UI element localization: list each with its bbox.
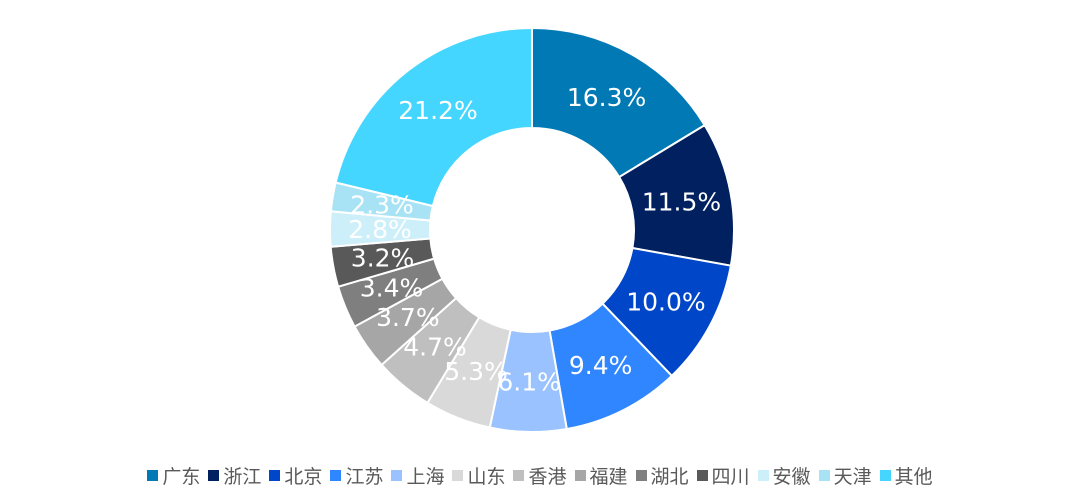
legend-item-7: 香港 <box>513 462 567 489</box>
legend-label-6: 山东 <box>467 466 506 488</box>
slice-label-6: 5.3% <box>444 357 508 386</box>
legend-swatch-11 <box>757 470 769 481</box>
legend-swatch-9 <box>635 470 647 481</box>
legend-label-1: 广东 <box>162 466 201 488</box>
legend-item-13: 其他 <box>879 462 933 489</box>
legend-label-12: 天津 <box>833 466 872 488</box>
legend-swatch-8 <box>574 470 586 481</box>
legend-item-6: 山东 <box>452 462 505 489</box>
slice-label-9: 3.4% <box>360 274 424 303</box>
legend-label-4: 江苏 <box>345 466 384 488</box>
slice-label-5: 6.1% <box>497 367 561 396</box>
legend-label-13: 其他 <box>894 466 933 488</box>
slice-label-13: 21.2% <box>398 96 477 125</box>
legend-label-3: 北京 <box>284 466 323 488</box>
slices <box>329 26 735 433</box>
slice-labels: 16.3% 11.5% 10.0% 9.4% 6.1%5.3%4.7%3.7%3.4%3… <box>348 83 721 396</box>
legend-swatch-10 <box>696 470 708 481</box>
legend-label-8: 福建 <box>589 466 628 488</box>
legend-item-10: 四川 <box>696 462 750 489</box>
legend-swatch-4 <box>330 470 342 481</box>
legend-swatch-2 <box>208 470 220 481</box>
legend: 广东 浙江 北京 江苏 上海 山东 香港 福建 湖北 四川 安徽 天津 其他 <box>0 462 1080 489</box>
legend-swatch-1 <box>147 470 159 481</box>
legend-label-11: 安徽 <box>772 466 811 488</box>
legend-swatch-13 <box>879 470 891 481</box>
legend-swatch-12 <box>818 470 830 481</box>
legend-item-9: 湖北 <box>635 462 689 489</box>
legend-item-4: 江苏 <box>330 462 383 489</box>
slice-label-11: 2.8% <box>348 215 412 244</box>
slice-label-2: 11.5% <box>642 188 721 217</box>
slice-label-8: 3.7% <box>376 303 440 332</box>
legend-label-7: 香港 <box>528 466 567 488</box>
legend-item-2: 浙江 <box>208 462 261 489</box>
legend-item-12: 天津 <box>818 462 872 489</box>
slice-label-7: 4.7% <box>403 333 467 362</box>
legend-swatch-5 <box>391 470 403 481</box>
legend-label-9: 湖北 <box>650 466 689 488</box>
legend-item-1: 广东 <box>147 462 200 489</box>
slice-label-3: 10.0% <box>626 287 705 316</box>
donut-plot: 16.3% 11.5% 10.0% 9.4% 6.1%5.3%4.7%3.7%3.4%3… <box>329 26 735 433</box>
slice-1 <box>531 26 707 179</box>
slice-label-1: 16.3% <box>567 83 646 112</box>
legend-swatch-6 <box>452 470 464 481</box>
legend-item-5: 上海 <box>391 462 444 489</box>
slice-13 <box>334 26 533 208</box>
slice-label-12: 2.3% <box>350 191 414 220</box>
legend-label-10: 四川 <box>711 466 750 488</box>
legend-swatch-7 <box>513 470 525 481</box>
legend-label-5: 上海 <box>406 466 445 488</box>
legend-item-3: 北京 <box>269 462 322 489</box>
legend-swatch-3 <box>269 470 281 481</box>
legend-item-11: 安徽 <box>757 462 811 489</box>
slice-label-10: 3.2% <box>351 243 415 272</box>
slice-label-4: 9.4% <box>569 351 633 380</box>
legend-item-8: 福建 <box>574 462 628 489</box>
legend-label-2: 浙江 <box>223 466 262 488</box>
